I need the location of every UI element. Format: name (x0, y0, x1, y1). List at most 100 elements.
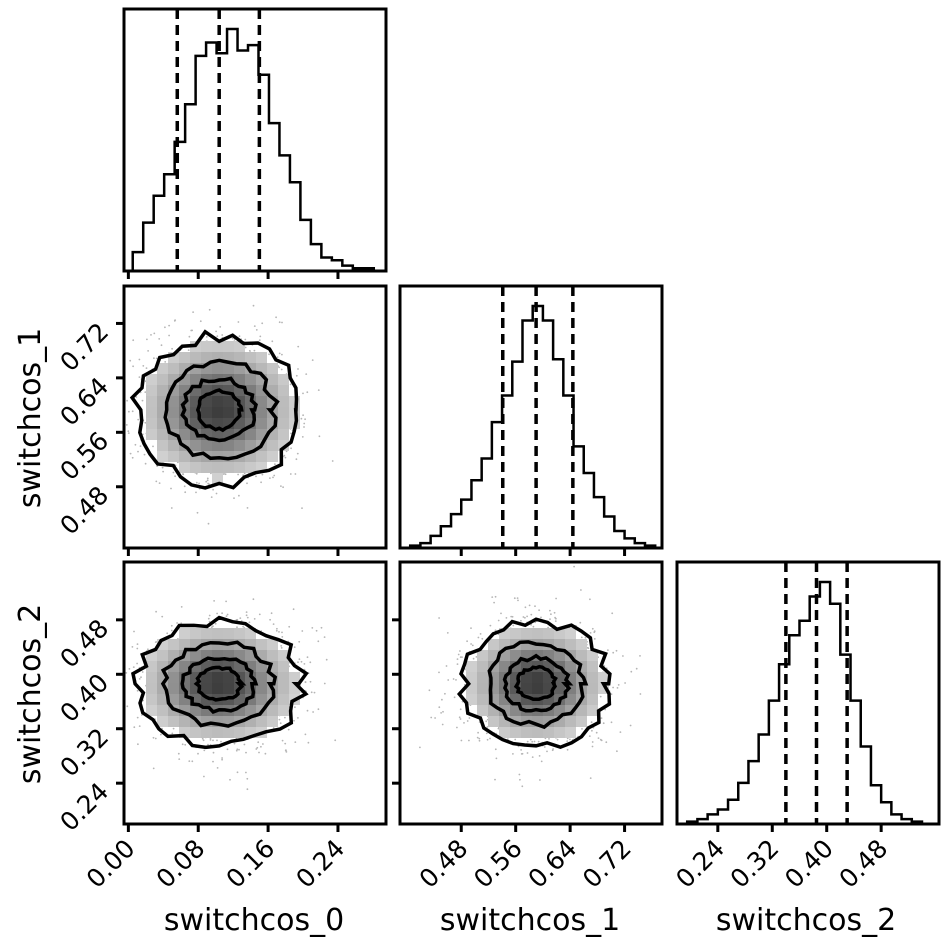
scatter-point (278, 352, 281, 355)
scatter-point (278, 366, 280, 369)
scatter-point (202, 739, 205, 742)
density-cell (267, 650, 278, 661)
scatter-point (138, 358, 141, 361)
scatter-point (270, 612, 273, 615)
scatter-point (256, 746, 259, 749)
scatter-point (494, 748, 497, 751)
contour-0 (129, 329, 299, 490)
y-tick-label-1-3: 0.72 (54, 317, 114, 377)
scatter-point (142, 365, 145, 367)
density-cell (543, 727, 554, 738)
scatter-point (619, 731, 622, 733)
scatter-point (580, 636, 583, 639)
scatter-point (580, 589, 582, 591)
density-cell (256, 639, 267, 650)
density-cell (488, 705, 499, 716)
scatter-point (475, 656, 478, 658)
density-cell (190, 683, 201, 694)
density-cell (510, 650, 521, 661)
density-cell (168, 352, 179, 363)
scatter-point (306, 709, 309, 712)
scatter-point (138, 725, 141, 727)
density-cell (146, 694, 157, 705)
scatter-point (261, 322, 264, 325)
density-cell (576, 705, 587, 716)
density-cell (278, 672, 289, 683)
scatter-point (136, 643, 139, 645)
scatter-point (459, 708, 462, 711)
scatter-point (216, 612, 219, 615)
scatter-point (290, 432, 292, 435)
scatter-point (520, 619, 522, 622)
density-cell (245, 639, 256, 650)
density-cell (499, 727, 510, 738)
scatter-point (203, 749, 206, 752)
scatter-point (248, 349, 251, 352)
scatter-point (304, 418, 306, 421)
density-cell (223, 407, 234, 418)
scatter-point (517, 599, 519, 602)
density-cell (521, 639, 532, 650)
scatter-point (301, 630, 304, 632)
density-cell (488, 716, 499, 727)
density-cell (267, 385, 278, 396)
scatter-point (235, 749, 238, 752)
scatter-point (206, 479, 209, 482)
density-cell (256, 396, 267, 407)
density-cell (168, 396, 179, 407)
density-content-1-0 (124, 304, 334, 525)
density-content-2-0 (124, 598, 337, 791)
scatter-point (282, 486, 284, 489)
density-cell (245, 661, 256, 672)
density-cell (278, 407, 289, 418)
scatter-point (136, 662, 139, 665)
density-cell (223, 363, 234, 374)
density-cell (179, 352, 190, 363)
scatter-point (622, 655, 624, 657)
scatter-point (311, 359, 314, 361)
scatter-point (317, 389, 320, 391)
scatter-point (452, 678, 455, 680)
scatter-point (221, 757, 224, 759)
scatter-point (155, 610, 158, 613)
density-cell (223, 462, 234, 473)
scatter-point (453, 696, 456, 699)
scatter-point (444, 692, 446, 695)
density-cell (212, 473, 223, 484)
scatter-point (238, 748, 240, 751)
density-cell (234, 341, 245, 352)
density-cell (223, 672, 234, 683)
density-cell (521, 694, 532, 705)
scatter-point (589, 777, 592, 779)
scatter-point (137, 418, 140, 421)
scatter-point (259, 335, 262, 338)
scatter-point (538, 609, 540, 612)
scatter-point (304, 681, 307, 684)
scatter-point (438, 617, 440, 619)
density-cell (212, 363, 223, 374)
scatter-point (524, 616, 526, 619)
histogram-panel-1 (398, 284, 664, 550)
density-cell (201, 694, 212, 705)
scatter-point (205, 336, 208, 338)
density-cell (157, 451, 168, 462)
scatter-point (597, 737, 600, 739)
scatter-point (212, 751, 215, 754)
scatter-point (208, 308, 211, 311)
scatter-point (307, 741, 310, 744)
y-tick-label-2-2: 0.40 (54, 668, 114, 728)
panel-frame-1-0 (122, 284, 388, 550)
scatter-point (258, 339, 261, 341)
scatter-point (272, 476, 274, 479)
density-cell (245, 440, 256, 451)
scatter-point (489, 737, 491, 740)
x-tick-label-0-3: 0.24 (290, 834, 350, 894)
scatter-point (288, 625, 291, 628)
scatter-point (466, 640, 468, 643)
density-cell (587, 672, 598, 683)
x-tick-label-0-2: 0.16 (220, 834, 280, 894)
density-cell (245, 418, 256, 429)
scatter-point (237, 321, 240, 323)
scatter-point (440, 712, 442, 714)
density-cell (245, 705, 256, 716)
